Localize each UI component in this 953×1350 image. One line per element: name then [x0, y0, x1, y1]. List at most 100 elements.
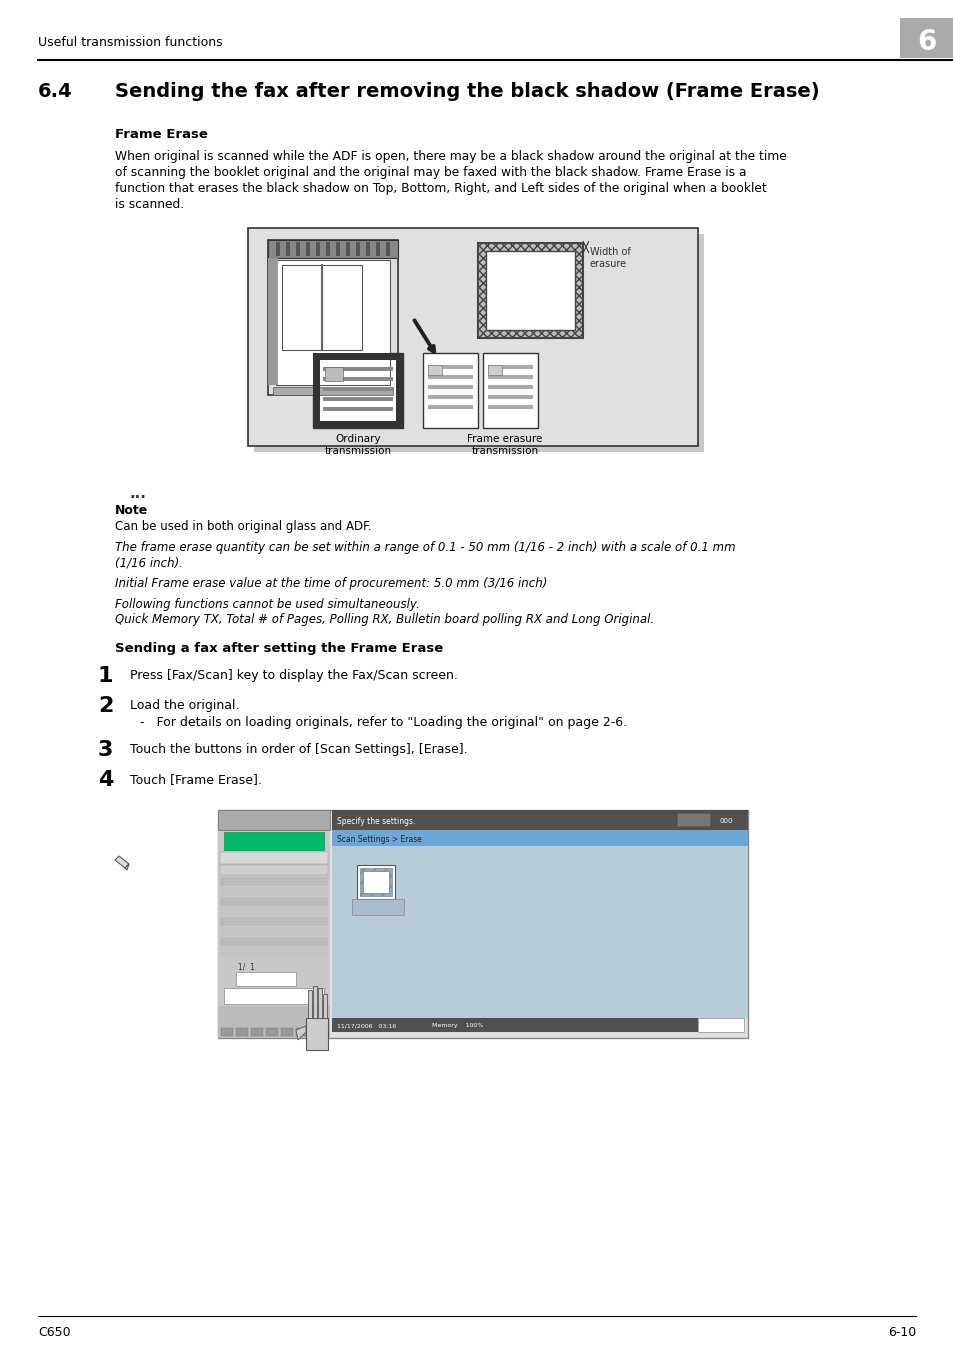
- Bar: [248, 228, 698, 446]
- Polygon shape: [306, 1018, 328, 1050]
- Text: function that erases the black shadow on Top, Bottom, Right, and Left sides of t: function that erases the black shadow on…: [115, 182, 766, 194]
- Bar: [268, 240, 397, 396]
- Polygon shape: [313, 986, 316, 1018]
- Text: Check Job
Job Detail: Check Job Job Detail: [258, 992, 290, 1003]
- Text: -   For details on loading originals, refer to "Loading the original" on page 2-: - For details on loading originals, refe…: [140, 716, 626, 729]
- Bar: [275, 242, 280, 256]
- Text: C650: C650: [38, 1326, 71, 1339]
- Text: Frame erasure
transmission: Frame erasure transmission: [467, 433, 542, 455]
- Text: Check Job: Check Job: [253, 838, 294, 848]
- Text: When original is scanned while the ADF is open, there may be a black shadow arou: When original is scanned while the ADF i…: [115, 150, 786, 163]
- Bar: [477, 243, 582, 338]
- Text: (1/16 inch).: (1/16 inch).: [115, 556, 183, 568]
- Bar: [323, 406, 393, 410]
- Bar: [281, 1027, 293, 1035]
- Bar: [224, 832, 324, 850]
- Bar: [356, 865, 395, 899]
- Bar: [235, 1027, 248, 1035]
- Text: Sending a fax after setting the Frame Erase: Sending a fax after setting the Frame Er…: [115, 643, 443, 655]
- Text: Press [Fax/Scan] key to display the Fax/Scan screen.: Press [Fax/Scan] key to display the Fax/…: [130, 670, 457, 682]
- Text: Can be used in both original glass and ADF.: Can be used in both original glass and A…: [115, 520, 372, 533]
- Bar: [346, 242, 350, 256]
- Text: Job List: Job List: [254, 818, 293, 826]
- Bar: [220, 937, 328, 946]
- Bar: [428, 375, 473, 379]
- Text: 3: 3: [98, 740, 113, 760]
- Bar: [218, 1006, 330, 1038]
- Text: Touch the buttons in order of [Scan Settings], [Erase].: Touch the buttons in order of [Scan Sett…: [130, 743, 467, 756]
- Text: 6.4: 6.4: [38, 82, 72, 101]
- Text: Initial Frame erase value at the time of procurement: 5.0 mm (3/16 inch): Initial Frame erase value at the time of…: [115, 576, 547, 590]
- Bar: [218, 810, 330, 1038]
- Bar: [273, 387, 393, 396]
- Bar: [275, 261, 390, 385]
- Bar: [395, 352, 402, 428]
- Bar: [363, 871, 389, 892]
- Bar: [428, 385, 473, 389]
- Text: Following functions cannot be used simultaneously.: Following functions cannot be used simul…: [115, 598, 419, 612]
- Text: 1: 1: [98, 666, 113, 686]
- Bar: [482, 352, 537, 428]
- Bar: [488, 375, 533, 379]
- Bar: [313, 352, 402, 428]
- Text: 6: 6: [917, 28, 936, 55]
- Text: Fr.00
Er.000: Fr.00 Er.000: [370, 903, 385, 914]
- Text: Delete: Delete: [253, 976, 278, 984]
- Text: Load the original.: Load the original.: [130, 699, 239, 711]
- Bar: [899, 18, 953, 58]
- Bar: [323, 377, 393, 381]
- Text: Scan Settings > Erase: Scan Settings > Erase: [336, 834, 421, 844]
- Text: of scanning the booklet original and the original may be faxed with the black sh: of scanning the booklet original and the…: [115, 166, 745, 180]
- Bar: [220, 927, 328, 936]
- Bar: [313, 352, 319, 428]
- Bar: [220, 852, 328, 864]
- Bar: [235, 972, 295, 986]
- Text: The frame erase quantity can be set within a range of 0.1 - 50 mm (1/16 - 2 inch: The frame erase quantity can be set with…: [115, 541, 735, 554]
- Bar: [220, 865, 328, 875]
- Text: ...: ...: [130, 486, 147, 501]
- Text: Specify the settings.: Specify the settings.: [336, 817, 415, 825]
- Text: Touch [Frame Erase].: Touch [Frame Erase].: [130, 774, 262, 786]
- Bar: [477, 243, 582, 338]
- Bar: [355, 242, 359, 256]
- Text: is scanned.: is scanned.: [115, 198, 184, 211]
- Bar: [295, 1027, 308, 1035]
- Bar: [375, 242, 379, 256]
- Bar: [286, 242, 290, 256]
- Bar: [268, 258, 277, 385]
- Bar: [325, 367, 343, 381]
- Bar: [488, 364, 501, 375]
- Bar: [332, 846, 747, 1018]
- Bar: [220, 917, 328, 926]
- Bar: [313, 421, 402, 428]
- Bar: [488, 396, 533, 400]
- Bar: [359, 868, 392, 896]
- Text: Quick Memory TX, Total # of Pages, Polling RX, Bulletin board polling RX and Lon: Quick Memory TX, Total # of Pages, Polli…: [115, 613, 654, 626]
- Bar: [428, 364, 441, 375]
- Bar: [678, 814, 709, 826]
- Bar: [386, 242, 390, 256]
- Text: 0001/Fax 0003: 0001/Fax 0003: [223, 868, 264, 873]
- Text: Frame Erase: Frame Erase: [115, 128, 208, 140]
- Bar: [422, 352, 477, 428]
- Bar: [488, 385, 533, 389]
- Text: Sending the fax after removing the black shadow (Frame Erase): Sending the fax after removing the black…: [115, 82, 819, 101]
- Bar: [323, 397, 393, 401]
- Text: Memory       100%: Memory 100%: [221, 1018, 271, 1023]
- Bar: [366, 242, 370, 256]
- Bar: [306, 242, 310, 256]
- Text: 2: 2: [98, 697, 113, 716]
- Bar: [488, 364, 533, 369]
- Text: 11/17/2006   03:16: 11/17/2006 03:16: [336, 1023, 395, 1029]
- Text: 000: 000: [720, 818, 733, 824]
- Bar: [428, 405, 473, 409]
- Bar: [218, 810, 747, 1038]
- Text: Width of
erasure: Width of erasure: [589, 247, 630, 269]
- Bar: [323, 387, 393, 392]
- Bar: [220, 946, 328, 956]
- Bar: [352, 899, 403, 915]
- Bar: [251, 1027, 263, 1035]
- Bar: [332, 1018, 698, 1031]
- Bar: [220, 878, 328, 886]
- Polygon shape: [295, 1026, 306, 1040]
